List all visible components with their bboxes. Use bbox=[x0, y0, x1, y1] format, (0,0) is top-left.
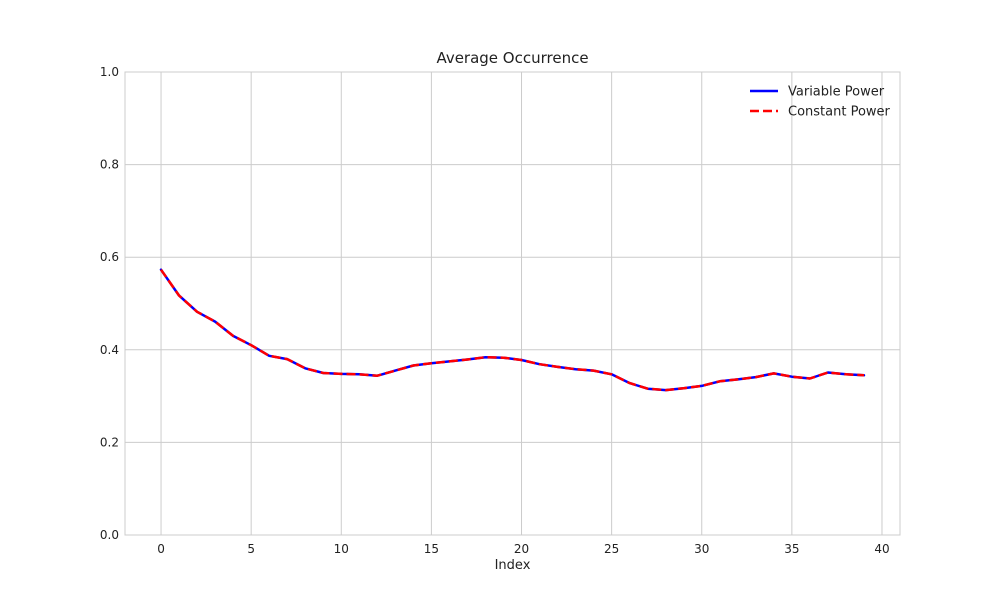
plot-frame bbox=[124, 71, 901, 536]
y-tick-label: 0.4 bbox=[100, 343, 119, 357]
x-tick-label: 0 bbox=[157, 542, 165, 556]
x-tick-label: 20 bbox=[514, 542, 529, 556]
y-tick-label: 0.8 bbox=[100, 158, 119, 172]
series-line-variable-power bbox=[159, 268, 866, 392]
x-tick-label: 35 bbox=[784, 542, 799, 556]
legend: Variable Power Constant Power bbox=[750, 85, 891, 120]
y-tick-label: 1.0 bbox=[100, 65, 119, 79]
x-tick-label: 40 bbox=[874, 542, 889, 556]
x-tick-label: 5 bbox=[247, 542, 255, 556]
legend-label: Variable Power bbox=[788, 85, 885, 100]
x-tick-label: 25 bbox=[604, 542, 619, 556]
x-tick-label: 15 bbox=[424, 542, 439, 556]
series-line-constant-power bbox=[159, 268, 865, 392]
y-tick-label: 0.0 bbox=[100, 528, 119, 542]
legend-label: Constant Power bbox=[788, 105, 891, 120]
x-axis-title: Index bbox=[495, 558, 531, 573]
tick-labels: 0 5 10 15 20 25 30 35 40 0.0 0.2 0.4 0.6 0.8 1.0 bbox=[100, 65, 890, 556]
x-tick-label: 30 bbox=[694, 542, 709, 556]
y-tick-label: 0.6 bbox=[100, 250, 119, 264]
y-tick-label: 0.2 bbox=[100, 435, 119, 449]
grid bbox=[125, 71, 900, 536]
chart-title: Average Occurrence bbox=[436, 49, 588, 67]
x-tick-label: 10 bbox=[334, 542, 349, 556]
series-lines bbox=[159, 268, 866, 392]
